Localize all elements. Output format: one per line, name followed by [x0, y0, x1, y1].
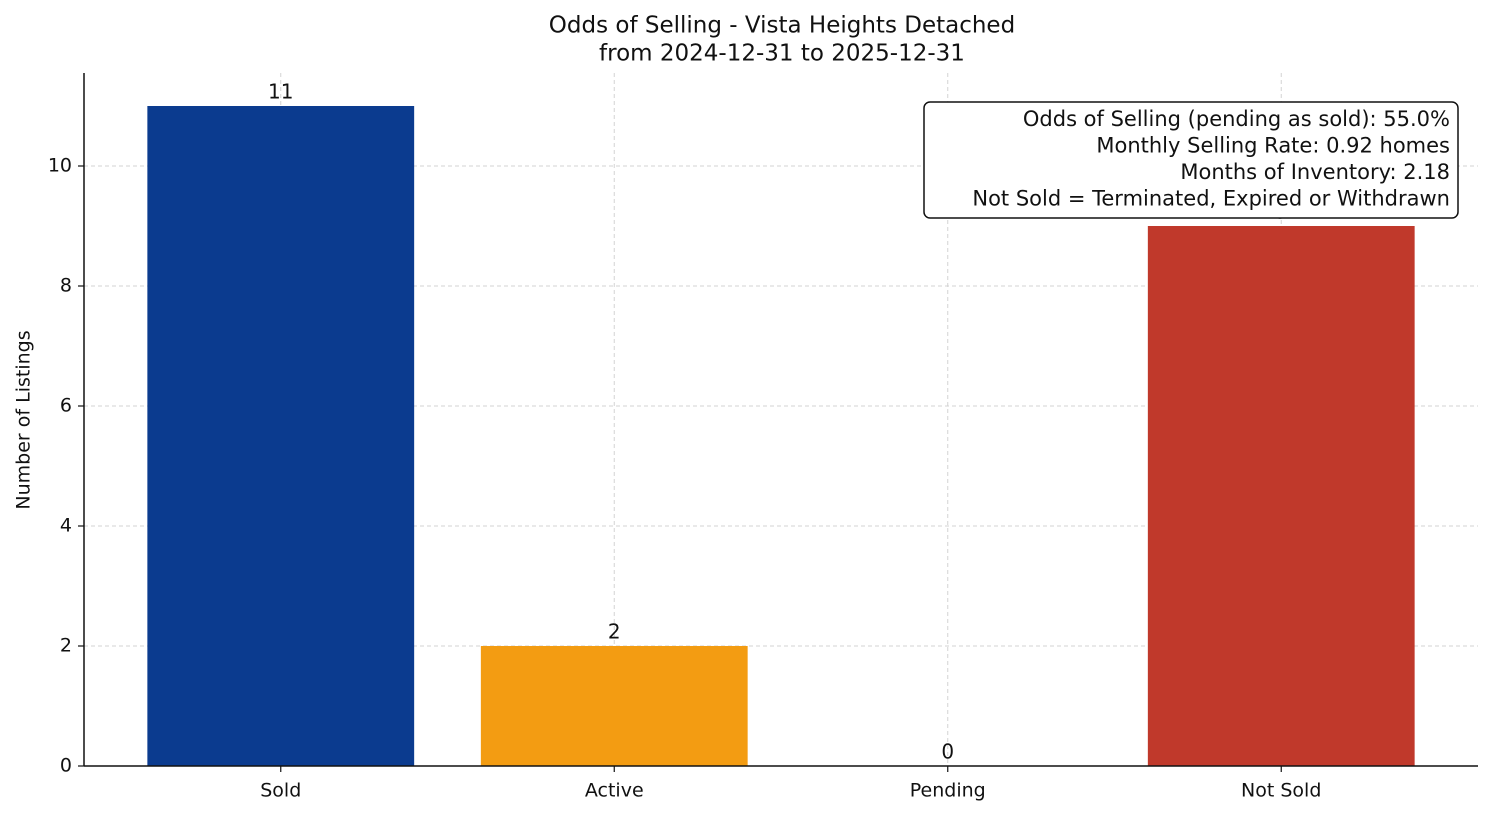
x-tick-label: Not Sold: [1241, 780, 1321, 802]
x-tick-label: Pending: [910, 780, 986, 802]
y-axis-label: Number of Listings: [13, 330, 35, 509]
chart-title: Odds of Selling - Vista Heights Detached: [549, 13, 1015, 39]
annotation-box: [923, 101, 1459, 219]
y-tick-label: 8: [60, 275, 72, 297]
chart-subtitle: from 2024-12-31 to 2025-12-31: [599, 41, 965, 67]
bar: [480, 646, 748, 766]
annotation-line: Months of Inventory: 2.18: [1180, 160, 1450, 184]
y-tick-label: 10: [48, 155, 72, 177]
y-tick-label: 4: [60, 515, 72, 537]
bar: [1147, 226, 1415, 766]
value-label: 11: [268, 80, 293, 104]
value-label: 0: [941, 740, 954, 764]
annotation-line: Not Sold = Terminated, Expired or Withdr…: [972, 187, 1450, 211]
bars: 11209: [147, 80, 1415, 766]
value-label: 2: [608, 620, 621, 644]
x-tick-label: Sold: [260, 780, 301, 802]
y-tick-label: 2: [60, 635, 72, 657]
y-tick-label: 0: [60, 755, 72, 777]
x-tick-label: Active: [585, 780, 644, 802]
y-tick-label: 6: [60, 395, 72, 417]
annotation-line: Odds of Selling (pending as sold): 55.0%: [1023, 107, 1450, 131]
bar: [147, 106, 415, 766]
annotation-line: Monthly Selling Rate: 0.92 homes: [1096, 134, 1450, 158]
